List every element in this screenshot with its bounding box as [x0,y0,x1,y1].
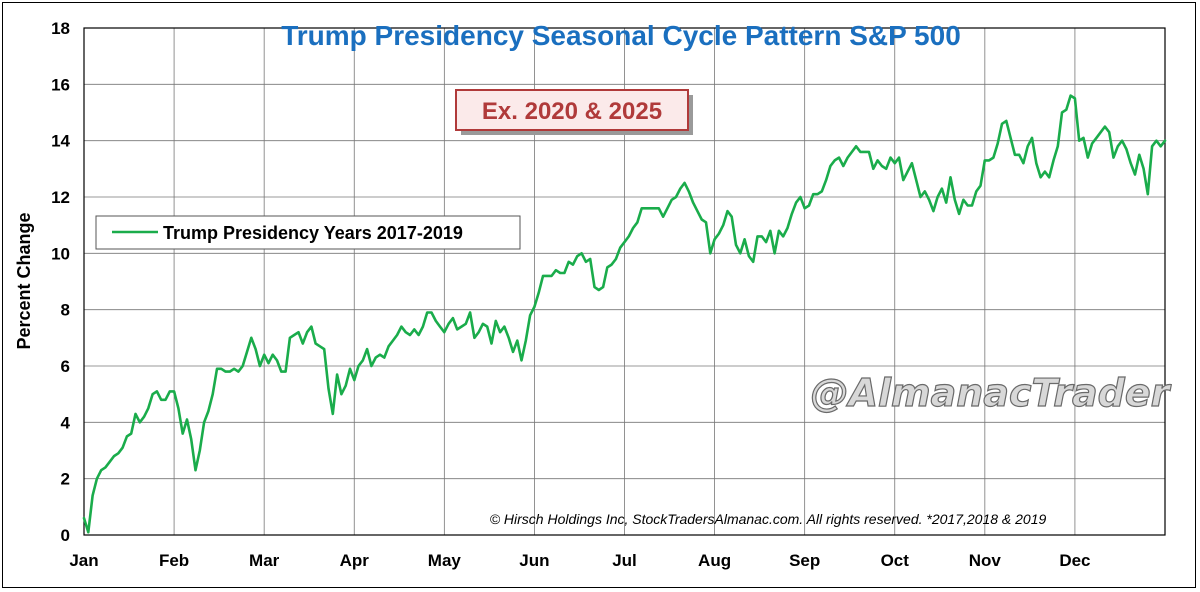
subtitle-badge: Ex. 2020 & 2025 [455,89,693,135]
x-tick-label-jan: Jan [69,551,98,570]
y-tick-label: 0 [61,526,70,545]
plot-area-border [83,27,1166,536]
legend-label: Trump Presidency Years 2017-2019 [163,223,463,243]
x-tick-label-jun: Jun [519,551,549,570]
y-tick-label: 2 [61,470,70,489]
series-line [82,94,1167,534]
x-tick-label-mar: Mar [249,551,280,570]
y-tick-label: 16 [51,75,70,94]
x-axis: Jan Feb Mar Apr May Jun Jul Aug Sep Oct Nov Dec [69,551,1090,570]
copyright-note: © Hirsch Holdings Inc, StockTradersAlman… [490,511,1047,527]
x-tick-label-apr: Apr [340,551,370,570]
y-tick-label: 8 [61,301,70,320]
legend-box [95,215,521,250]
y-tick-label: 14 [51,132,70,151]
y-axis-label: Percent Change [14,212,34,349]
x-tick-label-jul: Jul [612,551,637,570]
legend: Trump Presidency Years 2017-2019 [95,215,521,250]
x-tick-label-dec: Dec [1059,551,1090,570]
x-tick-label-may: May [428,551,462,570]
y-tick-label: 6 [61,357,70,376]
y-tick-label: 18 [51,19,70,38]
x-tick-label-oct: Oct [881,551,910,570]
x-tick-label-sep: Sep [789,551,820,570]
x-tick-label-nov: Nov [969,551,1002,570]
x-tick-label-aug: Aug [698,551,731,570]
badge-box [455,89,689,131]
y-tick-label: 4 [61,413,71,432]
y-tick-label: 10 [51,244,70,263]
watermark: @AlmanacTrader [811,371,1172,415]
y-tick-label: 12 [51,188,70,207]
x-tick-label-feb: Feb [159,551,189,570]
badge-label: Ex. 2020 & 2025 [482,98,662,125]
chart-title: Trump Presidency Seasonal Cycle Pattern … [281,20,961,51]
y-axis: 0 2 4 6 8 10 12 14 16 18 [51,19,70,545]
